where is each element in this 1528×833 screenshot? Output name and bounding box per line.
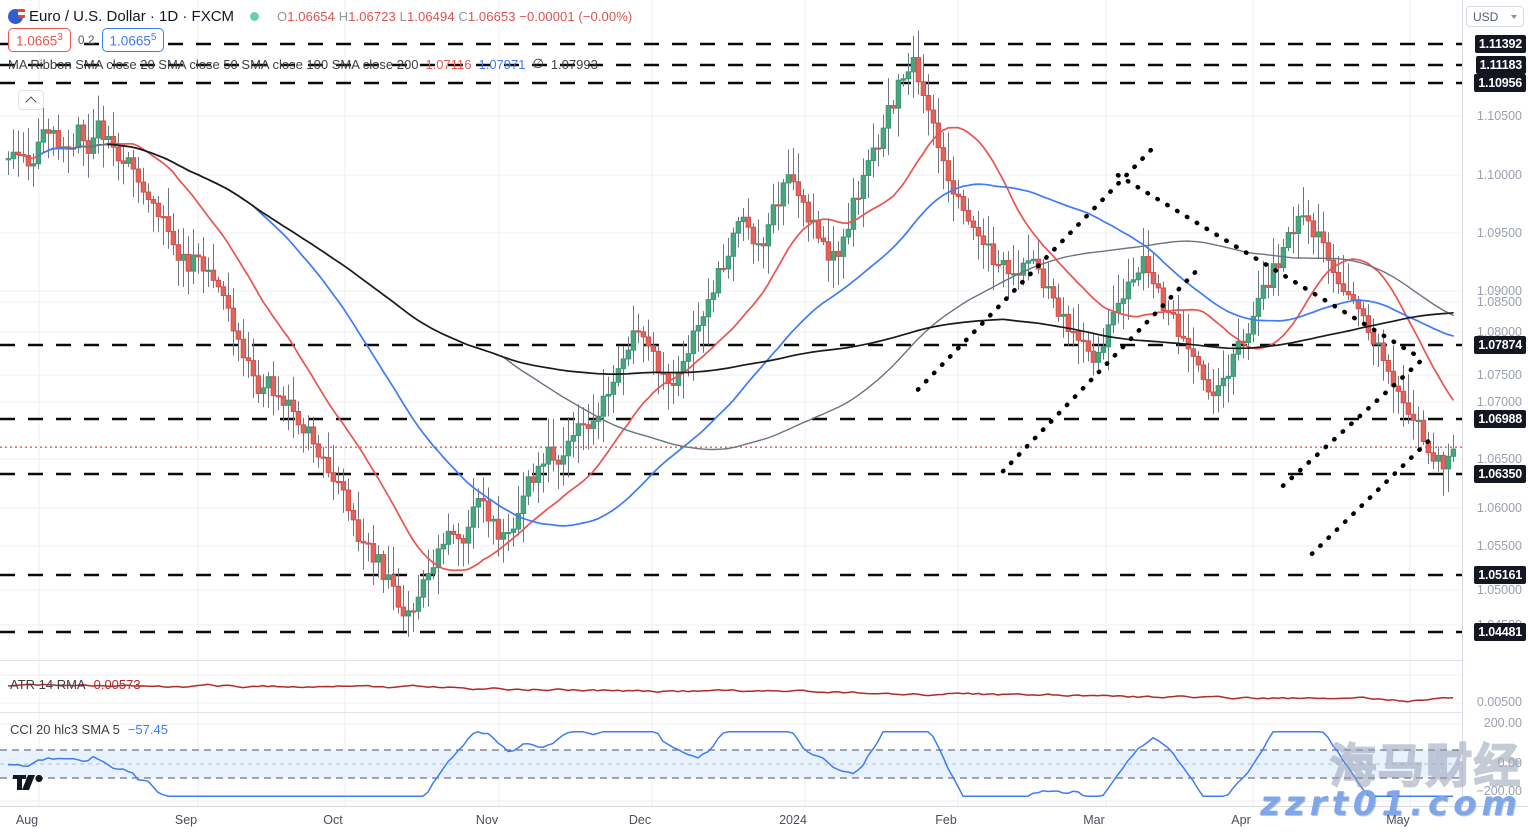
indicator-axis-tick: 0.00500 xyxy=(1476,695,1522,709)
trendline xyxy=(1115,172,1421,359)
price-axis-tick: 1.06000 xyxy=(1476,501,1522,515)
time-axis-tick: Nov xyxy=(475,813,499,827)
moving-average-line xyxy=(37,143,1454,527)
trendline xyxy=(1309,439,1431,557)
price-level-badge[interactable]: 1.05161 xyxy=(1474,566,1526,584)
cci-line xyxy=(7,731,1453,797)
price-axis[interactable]: USD 1.10500 1.10000 1.09500 1.09000 1.08500 1… xyxy=(1462,0,1528,806)
time-axis-tick: Dec xyxy=(628,813,652,827)
price-axis-tick: 1.08000 xyxy=(1476,325,1522,339)
price-pane[interactable] xyxy=(0,0,1462,660)
price-axis-tick: 1.05500 xyxy=(1476,539,1522,553)
trendline xyxy=(1000,269,1199,474)
time-axis-tick: Aug xyxy=(15,813,39,827)
time-axis-tick: Apr xyxy=(1231,813,1251,827)
atr-line xyxy=(7,683,1454,703)
price-level-badge[interactable]: 1.10956 xyxy=(1474,74,1526,92)
candlestick-series xyxy=(5,30,1457,637)
time-axis-tick: Feb xyxy=(935,813,957,827)
price-level-badge[interactable]: 1.06350 xyxy=(1474,465,1526,483)
cci-pane[interactable] xyxy=(0,712,1462,807)
chevron-up-icon xyxy=(25,95,37,108)
price-axis-tick: 1.06500 xyxy=(1476,452,1522,466)
price-level-badge[interactable]: 1.04481 xyxy=(1474,623,1526,641)
price-axis-tick: 1.10000 xyxy=(1476,168,1522,182)
price-axis-tick: 1.08500 xyxy=(1476,295,1522,309)
price-axis-tick: 1.07500 xyxy=(1476,368,1522,382)
price-level-badge[interactable]: 1.07874 xyxy=(1474,336,1526,354)
collapse-pane-button[interactable] xyxy=(18,90,44,110)
price-level-badge[interactable]: 1.11183 xyxy=(1475,56,1526,74)
price-axis-tick: 1.09000 xyxy=(1476,284,1522,298)
indicator-axis-tick: 0.00 xyxy=(1497,756,1522,770)
indicator-axis-tick: 200.00 xyxy=(1483,716,1522,730)
price-level-badge[interactable]: 1.11392 xyxy=(1474,35,1526,53)
tradingview-logo[interactable] xyxy=(12,772,48,794)
price-axis-tick: 1.05000 xyxy=(1476,583,1522,597)
moving-average-line xyxy=(107,143,1454,375)
time-axis-tick: 2024 xyxy=(779,813,807,827)
currency-label: USD xyxy=(1473,9,1499,24)
atr-pane[interactable] xyxy=(0,660,1462,713)
price-axis-tick: 1.10500 xyxy=(1476,109,1522,123)
chevron-down-icon xyxy=(1511,14,1517,19)
time-axis-tick: May xyxy=(1386,813,1410,827)
trendline xyxy=(1280,357,1425,488)
trendline xyxy=(915,141,1160,392)
price-level-badge[interactable]: 1.06988 xyxy=(1474,410,1526,428)
time-axis-tick: Sep xyxy=(174,813,198,827)
price-axis-tick: 1.09500 xyxy=(1476,226,1522,240)
price-axis-tick: 1.07000 xyxy=(1476,395,1522,409)
time-axis-tick: Oct xyxy=(323,813,343,827)
moving-average-line xyxy=(17,126,1454,572)
currency-selector[interactable]: USD xyxy=(1466,6,1524,27)
time-axis-tick: Mar xyxy=(1083,813,1105,827)
time-axis[interactable]: Aug Sep Oct Nov Dec 2024 Feb Mar Apr May xyxy=(0,806,1528,833)
indicator-axis-tick: −200.00 xyxy=(1476,784,1522,798)
